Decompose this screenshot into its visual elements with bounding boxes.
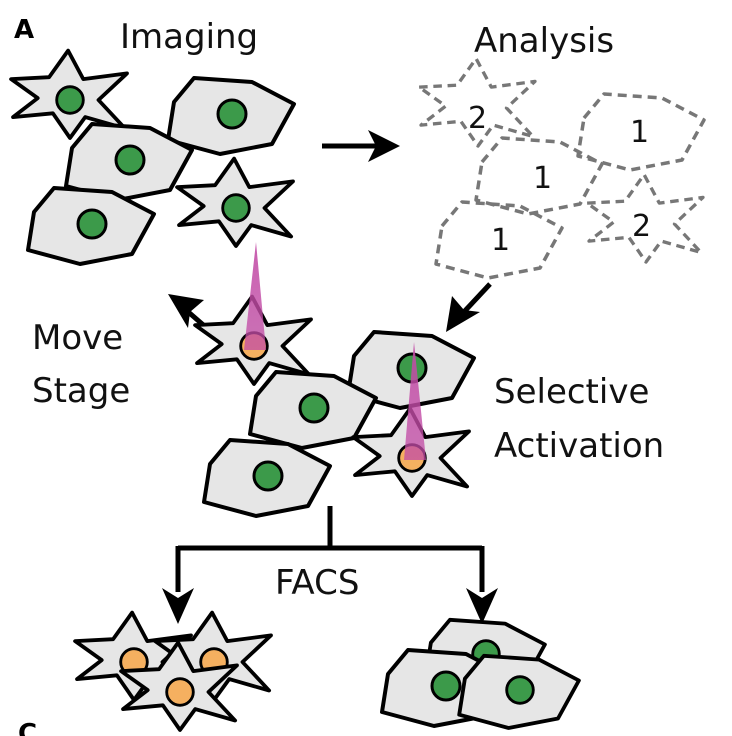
selective-activation-label-line1: Selective bbox=[494, 372, 649, 412]
panel-label: A bbox=[14, 15, 34, 45]
cell-polygon bbox=[166, 76, 296, 156]
activation-cells bbox=[193, 294, 476, 518]
move-stage-label-line1: Move bbox=[32, 318, 123, 358]
analysis-number: 2 bbox=[468, 101, 487, 136]
analysis-label: Analysis bbox=[474, 21, 614, 61]
sorted-nonactivated-cells bbox=[380, 617, 581, 730]
imaging-label: Imaging bbox=[120, 17, 258, 57]
cell-star bbox=[9, 48, 129, 140]
cell-polygon bbox=[202, 438, 332, 518]
analysis-cells bbox=[417, 56, 706, 280]
cell-polygon bbox=[26, 186, 156, 266]
cell-polygon bbox=[380, 648, 510, 728]
arrow-to-activation bbox=[446, 282, 492, 332]
facs-label: FACS bbox=[275, 563, 359, 603]
move-stage-label-line2: Stage bbox=[32, 371, 130, 411]
arrow-down-left bbox=[162, 588, 194, 624]
cell-polygon bbox=[248, 370, 378, 450]
cell-star bbox=[175, 156, 295, 248]
arrow-down-right bbox=[466, 588, 498, 624]
arrow-to-analysis bbox=[322, 130, 400, 162]
analysis-number: 1 bbox=[630, 115, 649, 150]
analysis-number: 2 bbox=[632, 209, 651, 244]
analysis-number: 1 bbox=[491, 223, 510, 258]
cell-star-activated bbox=[119, 640, 239, 732]
facs-split bbox=[175, 506, 485, 592]
cell-polygon bbox=[457, 653, 581, 730]
analysis-number: 1 bbox=[533, 161, 552, 196]
laser-beam bbox=[404, 342, 426, 460]
laser-beam bbox=[244, 242, 266, 350]
cell-polygon bbox=[64, 122, 194, 202]
sorted-activated-cells bbox=[73, 610, 273, 732]
imaging-cells bbox=[9, 48, 296, 266]
selective-activation-label-line2: Activation bbox=[494, 426, 664, 466]
next-panel-label: C bbox=[18, 719, 37, 736]
